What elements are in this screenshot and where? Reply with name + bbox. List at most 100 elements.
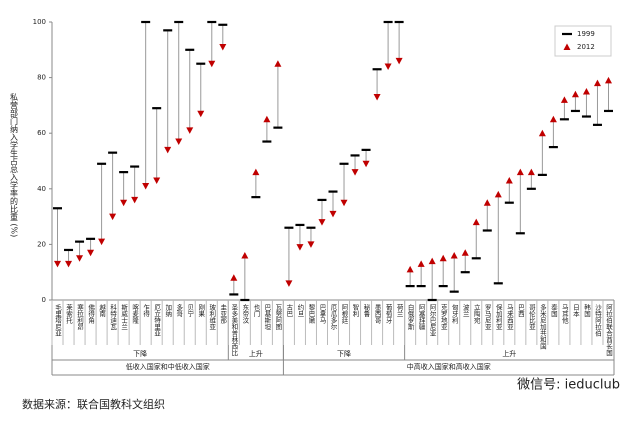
y-tick-label: 40 (37, 185, 46, 193)
x-tick-label: 白俄罗斯 (406, 303, 414, 332)
x-tick-label: 智利 (351, 303, 359, 318)
x-tick-label: 日本 (571, 304, 579, 319)
watermark: 微信号: ieduclub (517, 378, 620, 393)
x-tick-label: 秘鲁 (362, 303, 370, 319)
x-tick-label: 黎巴嫩 (307, 303, 315, 325)
x-tick-label: 厄立特里亚 (153, 304, 161, 337)
x-tick-label: 毛里塔尼亚 (54, 303, 62, 337)
marker-end (274, 60, 282, 67)
marker-end (373, 94, 381, 101)
marker-end (164, 146, 172, 154)
y-tick-label: 0 (42, 296, 46, 304)
subgroup-label: 上升 (249, 349, 263, 358)
marker-end (329, 210, 337, 218)
marker-end (142, 183, 150, 190)
marker-end (296, 244, 304, 251)
x-tick-label: 厄瓜多尔 (329, 304, 337, 331)
marker-end (131, 196, 139, 204)
marker-end (417, 260, 425, 267)
marker-end (571, 90, 579, 98)
x-tick-label: 多米尼加共和国 (538, 303, 546, 351)
x-tick-label: 巴拿马 (318, 304, 326, 325)
x-tick-label: 圣多美和普林西比 (230, 304, 238, 358)
marker-end (439, 254, 447, 262)
source: 数据来源：联合国教科文组织 (22, 397, 165, 411)
x-tick-label: 瓦努阿图 (274, 304, 282, 332)
x-tick-label: 巴基斯坦 (263, 304, 271, 331)
marker-end (208, 60, 216, 68)
marker-end (197, 110, 205, 118)
legend-label: 2012 (577, 43, 595, 51)
y-tick-label: 60 (37, 129, 46, 137)
marker-end (549, 115, 557, 123)
marker-end (98, 238, 106, 246)
marker-end (76, 255, 84, 262)
group-label: 中高收入国家和高收入国家 (407, 362, 491, 371)
marker-end (285, 280, 293, 287)
x-tick-label: 阿根廷 (340, 303, 348, 325)
marker-end (153, 177, 161, 184)
x-tick-label: 阿拉伯联合酋长国 (604, 303, 612, 358)
x-tick-label: 约旦 (296, 303, 304, 318)
x-tick-label: 越南 (98, 303, 106, 318)
x-tick-label: 罗马尼亚 (483, 304, 491, 331)
x-tick-label: 喀麦隆 (131, 303, 139, 325)
y-axis-label: 私营部门纳入学生占总入学率的比重 (%) (10, 93, 19, 237)
legend-label: 1999 (577, 30, 595, 38)
x-tick-label: 立陶宛 (472, 303, 480, 325)
x-tick-label: 保加利亚 (494, 303, 502, 331)
marker-end (186, 127, 194, 134)
x-tick-label: 圭亚那 (219, 303, 227, 325)
legend-marker (563, 43, 571, 50)
marker-end (54, 260, 62, 268)
marker-end (395, 57, 403, 65)
x-tick-label: 墨西哥 (373, 304, 381, 324)
marker-end (450, 252, 458, 259)
x-tick-label: 多哥 (175, 303, 183, 318)
group-label: 低收入国家和中低收入国家 (126, 362, 210, 371)
marker-end (384, 63, 392, 70)
marker-end (582, 88, 590, 95)
x-tick-label: 东帝汶 (241, 303, 249, 325)
marker-end (428, 257, 436, 265)
marker-end (461, 249, 469, 256)
y-tick-label: 20 (37, 240, 46, 248)
marker-end (604, 76, 612, 84)
x-tick-label: 匈牙利 (450, 303, 458, 324)
marker-end (241, 252, 249, 259)
marker-end (307, 241, 315, 248)
marker-end (560, 96, 568, 103)
marker-end (175, 138, 183, 146)
y-tick-label: 80 (37, 74, 46, 82)
x-tick-label: 马来西亚 (505, 304, 513, 331)
marker-end (230, 274, 238, 281)
marker-end (483, 199, 491, 206)
x-tick-label: 哥伦比亚 (527, 304, 535, 331)
marker-end (252, 168, 260, 176)
x-tick-label: 巴西 (516, 304, 524, 319)
x-tick-label: 玻利维亚 (208, 303, 216, 331)
x-tick-label: 刚果 (197, 303, 205, 319)
x-tick-label: 葡萄牙 (384, 303, 392, 325)
marker-end (538, 129, 546, 137)
x-tick-label: 佛得角 (87, 303, 95, 325)
marker-end (494, 190, 502, 198)
subgroup-label: 下降 (133, 349, 147, 358)
x-tick-label: 也门 (252, 303, 260, 319)
x-tick-label: 波兰 (461, 303, 469, 318)
subgroup-label: 下降 (337, 349, 351, 358)
legend-box (554, 25, 612, 57)
x-tick-label: 阿塞拜疆 (417, 303, 425, 332)
marker-end (340, 199, 348, 207)
marker-end (362, 160, 370, 168)
x-tick-label: 科特迪瓦 (109, 303, 117, 332)
x-tick-label: 马耳他 (560, 304, 568, 325)
y-tick-label: 100 (33, 18, 46, 26)
x-tick-label: 加纳 (164, 303, 172, 319)
marker-end (263, 115, 271, 123)
marker-end (472, 218, 480, 226)
marker-end (109, 213, 117, 221)
x-tick-label: 乍得 (142, 303, 150, 318)
